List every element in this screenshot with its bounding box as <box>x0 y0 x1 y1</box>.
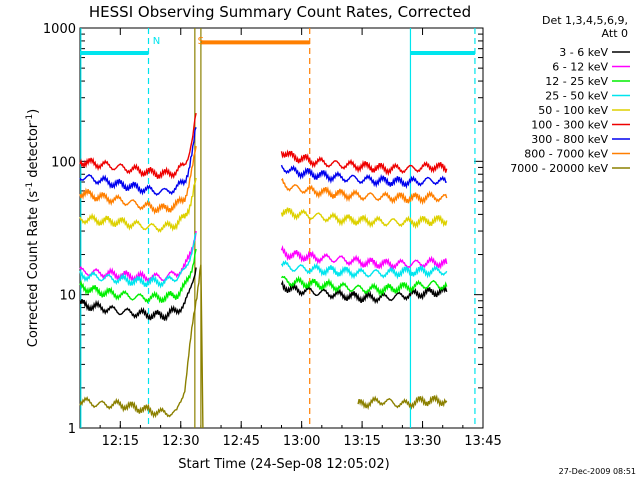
series-line-50-100-kev <box>79 177 197 233</box>
x-tick-label: 13:45 <box>464 434 501 449</box>
y-tick-label: 1 <box>68 422 76 437</box>
legend-label: 50 - 100 keV <box>538 104 608 117</box>
plot-frame <box>79 27 484 429</box>
chart-title: HESSI Observing Summary Count Rates, Cor… <box>89 3 471 21</box>
series-line-100-300-kev <box>79 112 197 180</box>
series-line-800-7000-kev <box>79 145 197 216</box>
series-line-25-50-kev <box>79 232 197 289</box>
legend-label: 12 - 25 keV <box>545 75 608 88</box>
series-line-100-300-kev-after <box>280 149 448 177</box>
series-line-300-800-kev-after <box>280 164 447 190</box>
y-tick-label: 100 <box>51 155 76 170</box>
series-line-800-7000-kev-after <box>281 177 448 206</box>
legend-header-2: Att 0 <box>602 27 628 40</box>
x-tick-label: 13:00 <box>283 434 320 449</box>
series-line-12-25-kev <box>79 248 197 304</box>
legend-label: 100 - 300 keV <box>531 119 608 132</box>
legend-label: 25 - 50 keV <box>545 90 608 103</box>
x-tick-label: 12:30 <box>162 434 199 449</box>
series-line-6-12-kev-after <box>280 244 448 271</box>
legend-header-1: Det 1,3,4,5,6,9, <box>542 14 628 27</box>
series-line-300-800-kev <box>79 127 197 196</box>
x-axis-label: Start Time (24-Sep-08 12:05:02) <box>178 457 389 472</box>
legend-label: 6 - 12 keV <box>552 61 608 74</box>
series-line-25-50-kev-after <box>280 259 448 280</box>
y-tick-label: 1000 <box>43 22 76 37</box>
y-axis: 1 10 100 1000 <box>43 22 483 437</box>
x-tick-label: 12:15 <box>102 434 139 449</box>
x-axis: 12:15 12:30 12:45 13:00 13:15 13:30 13:45 <box>79 28 502 449</box>
annotation-s: S <box>198 36 204 47</box>
footer-date: 27-Dec-2009 08:51 <box>559 467 636 476</box>
status-bars <box>80 40 475 55</box>
series-line-50-100-kev-after <box>280 207 448 230</box>
legend-label: 800 - 7000 keV <box>524 148 608 161</box>
x-tick-label: 13:30 <box>404 434 441 449</box>
legend-label: 7000 - 20000 keV <box>510 162 608 175</box>
annotation-n: N <box>153 36 160 47</box>
series-line-3-6-kev <box>79 267 197 322</box>
series-lines <box>79 112 448 429</box>
series-line-7000-20000-kev-after <box>357 394 448 411</box>
series-line-12-25-kev-after <box>280 275 448 297</box>
series-line-7000-20000-kev <box>79 264 204 429</box>
status-lines <box>80 28 476 428</box>
y-tick-label: 10 <box>59 289 76 304</box>
y-axis-label: Corrected Count Rate (s-1 detector-1) <box>25 109 41 347</box>
legend-label: 300 - 800 keV <box>531 133 608 146</box>
series-line-6-12-kev <box>79 231 197 284</box>
x-tick-label: 12:45 <box>222 434 259 449</box>
legend-label: 3 - 6 keV <box>559 46 608 59</box>
series-line-3-6-kev-after <box>280 279 448 305</box>
x-tick-label: 13:15 <box>343 434 380 449</box>
